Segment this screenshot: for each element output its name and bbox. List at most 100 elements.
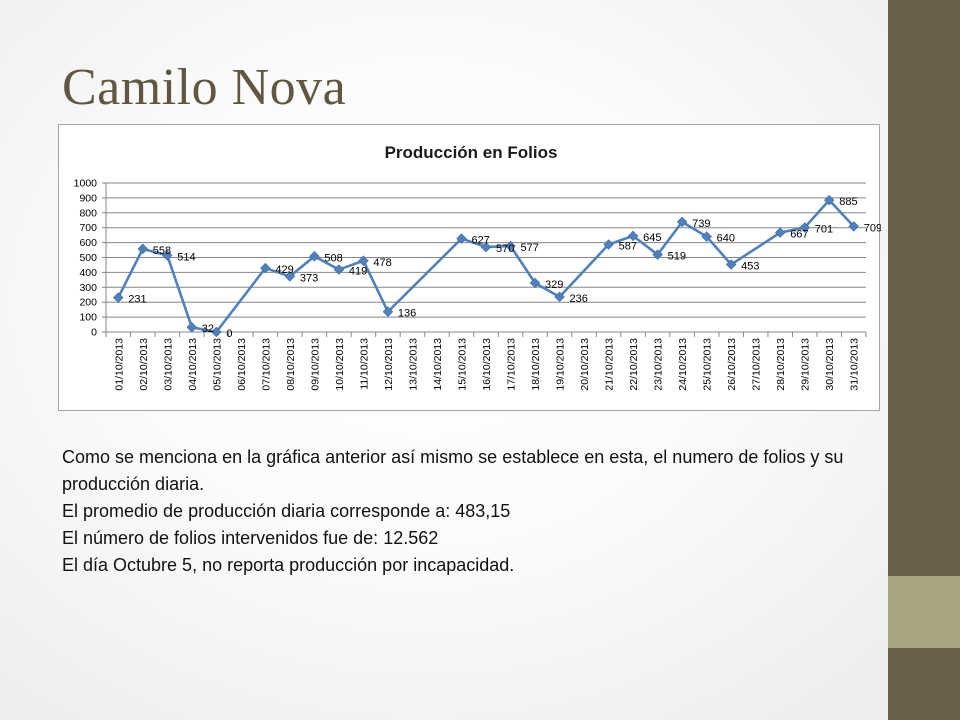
series-line-segment — [215, 266, 267, 334]
axes — [102, 182, 867, 337]
data-point-marker — [186, 322, 198, 333]
x-tick-label: 29/10/2013 — [800, 338, 812, 391]
x-tick-label: 09/10/2013 — [309, 338, 321, 391]
series-line-segment — [165, 254, 194, 329]
data-point-marker — [113, 292, 124, 303]
data-point-marker — [603, 239, 614, 250]
data-label: 231 — [128, 294, 146, 306]
x-tick-label: 22/10/2013 — [628, 338, 640, 391]
data-label: 627 — [471, 235, 489, 247]
y-tick-label: 500 — [79, 252, 97, 264]
x-tick-label: 08/10/2013 — [285, 338, 297, 391]
y-tick-label: 900 — [79, 192, 97, 204]
x-tick-label: 03/10/2013 — [162, 338, 174, 391]
data-label: 429 — [275, 264, 293, 276]
y-tick-label: 600 — [79, 237, 97, 249]
series-line-segment — [680, 220, 708, 238]
data-point-marker — [725, 259, 737, 270]
data-point-marker — [137, 243, 148, 255]
series-line-segment — [386, 237, 463, 314]
slide-title: Camilo Nova — [62, 59, 347, 116]
x-tick-label: 24/10/2013 — [677, 338, 689, 391]
data-points — [113, 194, 859, 338]
data-label: 558 — [153, 245, 171, 257]
average-line: El promedio de producción diaria corresp… — [62, 501, 511, 521]
x-tick-label: 26/10/2013 — [726, 338, 738, 391]
y-tick-label: 700 — [79, 222, 97, 234]
series-line-segment — [827, 198, 856, 228]
x-tick-label: 14/10/2013 — [432, 338, 444, 391]
data-point-marker — [260, 262, 271, 274]
data-label: 885 — [839, 196, 857, 208]
total-line: El número de folios intervenidos fue de:… — [62, 528, 439, 548]
chart-title: Producción en Folios — [385, 143, 558, 162]
series-line-segment — [362, 259, 390, 314]
data-label: 519 — [668, 251, 686, 263]
data-label: 453 — [741, 261, 759, 273]
data-point-marker — [701, 231, 712, 242]
data-point-marker — [652, 249, 663, 260]
x-tick-label: 05/10/2013 — [211, 338, 223, 391]
data-point-marker — [480, 241, 492, 253]
series-line-segment — [803, 198, 831, 229]
series-line-segment — [460, 237, 488, 249]
series-line-segment — [337, 259, 365, 271]
x-tick-label: 27/10/2013 — [751, 338, 763, 391]
data-label: 645 — [643, 232, 661, 244]
series-line-segment — [533, 281, 561, 299]
data-label: 701 — [815, 224, 833, 236]
data-label: 667 — [790, 229, 808, 241]
data-label: 329 — [545, 279, 563, 291]
data-point-marker — [505, 240, 516, 252]
x-tick-label: 19/10/2013 — [555, 338, 567, 391]
series-line-segment — [558, 243, 610, 299]
x-tick-label: 28/10/2013 — [775, 338, 787, 391]
data-label: 236 — [570, 293, 588, 305]
sidebar-accent-block — [888, 576, 960, 648]
y-tick-label: 800 — [79, 207, 97, 219]
series-line-segment — [607, 234, 635, 246]
x-tick-label: 20/10/2013 — [579, 338, 591, 391]
x-tick-label: 21/10/2013 — [604, 338, 616, 391]
body-text: Como se menciona en la gráfica anterior … — [62, 444, 882, 579]
x-tick-label: 13/10/2013 — [407, 338, 419, 391]
data-point-marker — [309, 251, 320, 262]
data-label: 709 — [864, 222, 881, 234]
data-point-marker — [554, 291, 565, 303]
data-label: 514 — [177, 251, 195, 263]
series-line-segment — [116, 247, 145, 299]
x-tick-label: 06/10/2013 — [236, 338, 248, 391]
data-labels: 231 558 514 32 0 429 373 508 419 478 136 627 570 577 3… — [128, 196, 881, 340]
x-tick-label: 17/10/2013 — [506, 338, 518, 391]
x-tick-label: 07/10/2013 — [260, 338, 272, 391]
data-label: 478 — [373, 257, 391, 269]
data-label: 508 — [324, 252, 342, 264]
x-tick-label: 10/10/2013 — [334, 338, 346, 391]
x-tick-label: 30/10/2013 — [824, 338, 836, 391]
data-point-marker — [799, 222, 810, 233]
data-label: 577 — [521, 242, 539, 254]
x-tick-label: 18/10/2013 — [530, 338, 542, 391]
x-tick-labels: 01/10/2013 02/10/2013 03/10/2013 04/10/2013… — [113, 338, 860, 391]
series-line-segment — [631, 234, 659, 256]
series-line-segment — [705, 235, 733, 266]
series-line-segment — [264, 266, 292, 278]
x-tick-label: 25/10/2013 — [702, 338, 714, 391]
y-tick-label: 100 — [79, 312, 97, 324]
data-point-marker — [284, 271, 296, 282]
series-line-segment — [729, 231, 782, 266]
data-point-marker — [627, 230, 639, 242]
data-label: 373 — [300, 272, 318, 284]
data-point-marker — [456, 233, 467, 244]
chart-frame: Producción en Folios 0 100 200 300 400 500 600… — [58, 124, 881, 411]
data-point-marker — [358, 255, 369, 267]
data-label: 587 — [619, 241, 637, 253]
data-point-marker — [774, 227, 786, 238]
y-tick-label: 300 — [79, 282, 97, 294]
y-tick-label: 200 — [79, 297, 97, 309]
data-label: 32 — [202, 323, 214, 335]
x-tick-label: 04/10/2013 — [187, 338, 199, 391]
description-paragraph: Como se menciona en la gráfica anterior … — [62, 447, 844, 494]
data-label: 0 — [226, 328, 232, 340]
x-tick-label: 01/10/2013 — [113, 338, 125, 391]
